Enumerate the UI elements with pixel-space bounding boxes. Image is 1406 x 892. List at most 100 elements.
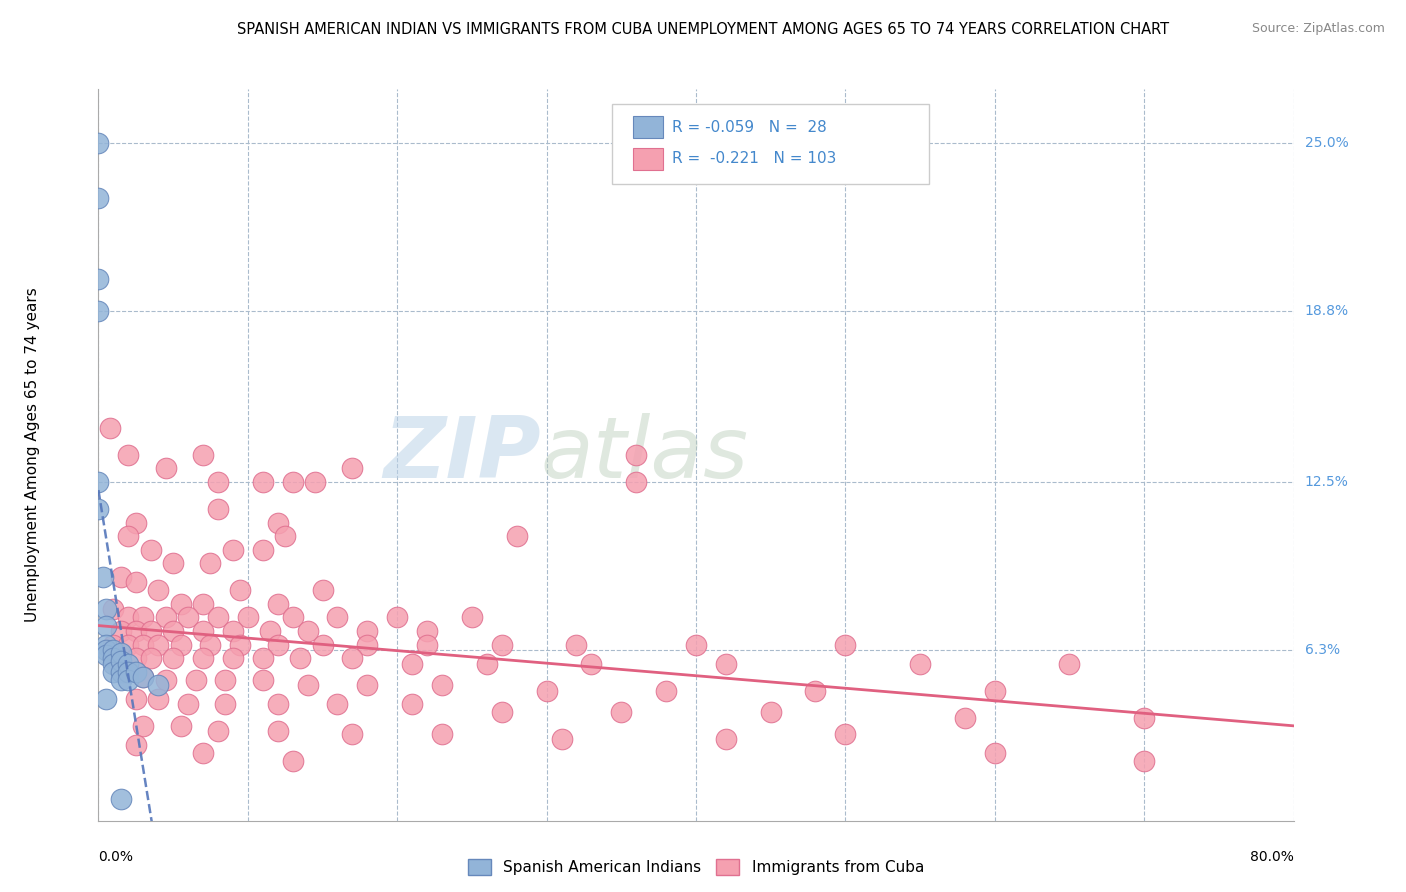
- Point: [214, 673, 236, 687]
- Point: [200, 556, 222, 570]
- Point: [685, 638, 707, 652]
- Point: [222, 542, 245, 557]
- Point: [103, 651, 125, 665]
- Point: [114, 665, 136, 679]
- Point: [207, 610, 229, 624]
- Point: [416, 638, 439, 652]
- Point: [342, 651, 364, 665]
- Point: [132, 670, 155, 684]
- Point: [125, 624, 148, 638]
- Point: [311, 638, 333, 652]
- Point: [1133, 754, 1156, 768]
- Point: [177, 697, 200, 711]
- Point: [87, 502, 110, 516]
- Text: 6.3%: 6.3%: [1305, 643, 1340, 657]
- Point: [200, 638, 222, 652]
- Bar: [633, 148, 662, 169]
- Point: [1133, 711, 1156, 725]
- Text: R =  -0.221   N = 103: R = -0.221 N = 103: [672, 151, 837, 166]
- Point: [834, 638, 856, 652]
- Point: [430, 678, 453, 692]
- Point: [117, 665, 139, 679]
- Text: SPANISH AMERICAN INDIAN VS IMMIGRANTS FROM CUBA UNEMPLOYMENT AMONG AGES 65 TO 74: SPANISH AMERICAN INDIAN VS IMMIGRANTS FR…: [238, 22, 1168, 37]
- Text: atlas: atlas: [540, 413, 748, 497]
- Point: [385, 610, 409, 624]
- Point: [103, 657, 125, 671]
- Point: [908, 657, 931, 671]
- Point: [110, 570, 132, 584]
- Point: [94, 638, 117, 652]
- Point: [105, 651, 128, 665]
- Point: [117, 657, 139, 671]
- Point: [125, 738, 148, 752]
- Point: [401, 657, 423, 671]
- Point: [624, 448, 647, 462]
- Point: [297, 624, 319, 638]
- Point: [103, 643, 125, 657]
- Point: [117, 638, 139, 652]
- Point: [162, 556, 184, 570]
- Point: [110, 646, 132, 660]
- Point: [94, 602, 117, 616]
- Point: [148, 583, 170, 598]
- Point: [177, 610, 200, 624]
- Point: [281, 610, 304, 624]
- Point: [983, 746, 1005, 760]
- Point: [624, 475, 647, 489]
- Point: [169, 597, 191, 611]
- Point: [139, 651, 162, 665]
- Point: [207, 502, 229, 516]
- Point: [132, 610, 155, 624]
- Point: [610, 706, 633, 720]
- Point: [87, 272, 110, 286]
- Point: [139, 624, 162, 638]
- Point: [125, 651, 148, 665]
- Text: Source: ZipAtlas.com: Source: ZipAtlas.com: [1251, 22, 1385, 36]
- Point: [169, 719, 191, 733]
- Point: [342, 727, 364, 741]
- Point: [110, 665, 132, 679]
- Point: [191, 624, 214, 638]
- Point: [87, 304, 110, 318]
- Point: [550, 732, 572, 747]
- Point: [125, 691, 148, 706]
- Point: [416, 624, 439, 638]
- Point: [342, 461, 364, 475]
- Point: [267, 597, 290, 611]
- Point: [162, 624, 184, 638]
- Point: [565, 638, 588, 652]
- Point: [214, 697, 236, 711]
- Point: [326, 697, 349, 711]
- Point: [229, 638, 252, 652]
- Point: [117, 610, 139, 624]
- Point: [207, 475, 229, 489]
- Point: [804, 683, 827, 698]
- Point: [132, 638, 155, 652]
- Point: [98, 421, 122, 435]
- Point: [252, 673, 274, 687]
- Point: [117, 673, 139, 687]
- Point: [834, 727, 856, 741]
- Point: [297, 678, 319, 692]
- Legend: Spanish American Indians, Immigrants from Cuba: Spanish American Indians, Immigrants fro…: [468, 859, 924, 875]
- Point: [110, 792, 132, 806]
- Point: [155, 461, 177, 475]
- Point: [87, 475, 110, 489]
- Point: [191, 448, 214, 462]
- Point: [222, 651, 245, 665]
- Point: [236, 610, 259, 624]
- Point: [326, 610, 349, 624]
- Point: [132, 719, 155, 733]
- Point: [125, 665, 148, 679]
- Point: [461, 610, 484, 624]
- Point: [148, 678, 170, 692]
- Point: [356, 624, 378, 638]
- Point: [155, 673, 177, 687]
- Point: [252, 542, 274, 557]
- Point: [110, 654, 132, 668]
- Point: [491, 706, 513, 720]
- Text: 25.0%: 25.0%: [1305, 136, 1348, 151]
- Point: [162, 651, 184, 665]
- Point: [103, 638, 125, 652]
- Point: [401, 697, 423, 711]
